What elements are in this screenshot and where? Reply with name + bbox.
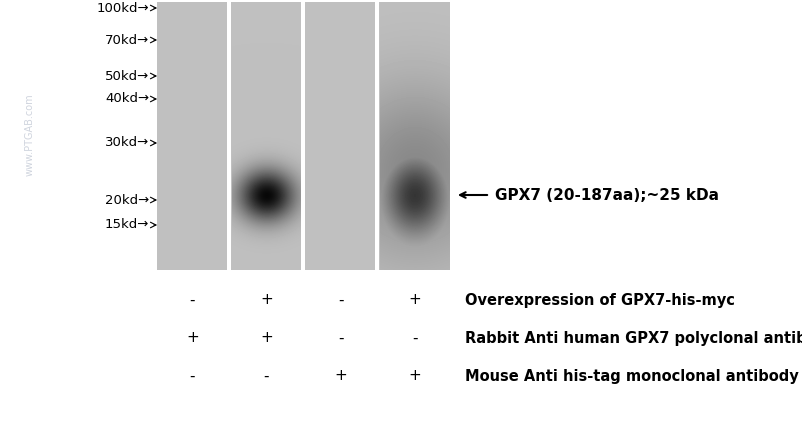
Text: +: +: [408, 368, 421, 384]
Text: Mouse Anti his-tag monoclonal antibody: Mouse Anti his-tag monoclonal antibody: [465, 368, 799, 384]
Text: +: +: [260, 292, 273, 308]
Text: 40kd→: 40kd→: [105, 92, 149, 105]
Text: GPX7 (20-187aa);~25 kDa: GPX7 (20-187aa);~25 kDa: [495, 187, 719, 203]
Text: Rabbit Anti human GPX7 polyclonal antibody: Rabbit Anti human GPX7 polyclonal antibo…: [465, 330, 802, 346]
Text: 50kd→: 50kd→: [105, 70, 149, 83]
Text: 15kd→: 15kd→: [104, 219, 149, 232]
Text: -: -: [189, 292, 195, 308]
Bar: [157, 2, 228, 270]
Text: +: +: [408, 292, 421, 308]
Text: 20kd→: 20kd→: [105, 194, 149, 206]
Text: Overexpression of GPX7-his-myc: Overexpression of GPX7-his-myc: [465, 292, 735, 308]
Text: -: -: [264, 368, 269, 384]
Text: 70kd→: 70kd→: [105, 34, 149, 47]
Text: 100kd→: 100kd→: [96, 1, 149, 15]
Text: www.PTGAB.com: www.PTGAB.com: [25, 94, 35, 176]
Text: 30kd→: 30kd→: [105, 137, 149, 149]
Text: +: +: [260, 330, 273, 346]
Bar: [306, 2, 376, 270]
Text: -: -: [189, 368, 195, 384]
Text: -: -: [338, 292, 343, 308]
Bar: [379, 2, 450, 270]
Text: +: +: [186, 330, 199, 346]
Text: +: +: [334, 368, 347, 384]
Bar: [231, 2, 302, 270]
Text: -: -: [338, 330, 343, 346]
Text: -: -: [412, 330, 418, 346]
